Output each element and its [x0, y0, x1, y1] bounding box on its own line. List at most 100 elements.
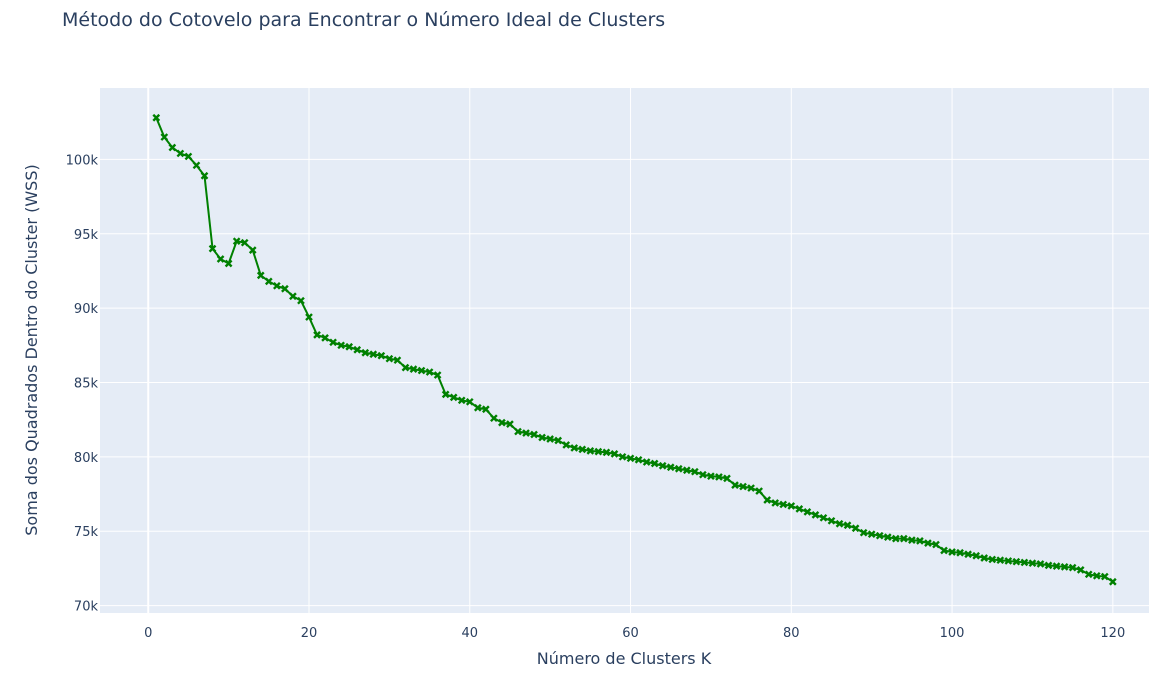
data-point[interactable] — [449, 393, 458, 402]
data-point[interactable] — [272, 281, 281, 290]
data-point[interactable] — [634, 455, 643, 464]
data-point[interactable] — [168, 143, 177, 152]
data-point[interactable] — [216, 255, 225, 263]
data-point[interactable] — [1060, 563, 1069, 571]
data-point[interactable] — [473, 403, 482, 412]
data-point[interactable] — [313, 331, 321, 339]
data-point[interactable] — [916, 537, 924, 545]
data-point[interactable] — [747, 484, 755, 492]
data-point[interactable] — [699, 470, 707, 479]
data-point[interactable] — [570, 444, 579, 452]
data-point[interactable] — [755, 487, 763, 495]
data-point[interactable] — [401, 363, 410, 372]
data-point[interactable] — [481, 405, 490, 414]
data-point[interactable] — [1052, 562, 1061, 571]
data-point[interactable] — [610, 450, 619, 458]
data-point[interactable] — [562, 441, 571, 449]
data-point[interactable] — [409, 365, 418, 373]
data-point[interactable] — [184, 152, 193, 161]
data-point[interactable] — [433, 371, 442, 379]
data-point[interactable] — [763, 496, 772, 504]
data-point[interactable] — [514, 427, 522, 436]
data-point[interactable] — [1100, 572, 1109, 581]
data-point[interactable] — [498, 418, 506, 427]
data-point[interactable] — [988, 555, 997, 564]
data-point[interactable] — [771, 499, 780, 507]
data-point[interactable] — [297, 296, 305, 305]
data-point[interactable] — [441, 390, 450, 399]
data-point[interactable] — [329, 338, 337, 347]
data-point[interactable] — [1004, 557, 1013, 565]
data-point[interactable] — [650, 459, 659, 468]
data-point[interactable] — [281, 284, 289, 293]
data-point[interactable] — [908, 536, 916, 544]
data-point[interactable] — [996, 556, 1005, 565]
data-point[interactable] — [1028, 559, 1037, 568]
data-point[interactable] — [972, 551, 981, 560]
data-point[interactable] — [425, 368, 434, 376]
data-point[interactable] — [835, 519, 844, 528]
data-point[interactable] — [353, 345, 362, 354]
data-point[interactable] — [264, 277, 273, 286]
data-point[interactable] — [176, 149, 185, 158]
data-point[interactable] — [731, 481, 739, 489]
data-point[interactable] — [594, 447, 603, 456]
data-point[interactable] — [289, 292, 297, 301]
data-point[interactable] — [361, 348, 370, 357]
data-point[interactable] — [490, 414, 498, 423]
data-point[interactable] — [859, 528, 868, 537]
data-point[interactable] — [578, 445, 587, 454]
data-point[interactable] — [305, 313, 313, 321]
data-point[interactable] — [369, 350, 378, 359]
data-point[interactable] — [1076, 566, 1085, 574]
data-point[interactable] — [208, 244, 217, 253]
data-point[interactable] — [883, 533, 892, 541]
data-point[interactable] — [787, 502, 796, 510]
data-point[interactable] — [666, 463, 675, 472]
data-point[interactable] — [803, 508, 812, 516]
data-point[interactable] — [819, 513, 828, 522]
data-point[interactable] — [224, 259, 233, 268]
data-point[interactable] — [240, 238, 249, 247]
data-point[interactable] — [851, 524, 860, 533]
data-point[interactable] — [586, 447, 595, 455]
data-point[interactable] — [160, 133, 169, 141]
data-point[interactable] — [739, 482, 747, 491]
data-point[interactable] — [417, 366, 426, 375]
data-point[interactable] — [690, 467, 699, 476]
data-point[interactable] — [682, 466, 691, 475]
data-point[interactable] — [956, 548, 964, 557]
data-point[interactable] — [843, 521, 852, 530]
data-point[interactable] — [980, 554, 989, 562]
data-point[interactable] — [932, 540, 940, 549]
data-point[interactable] — [827, 516, 836, 525]
data-point[interactable] — [192, 161, 201, 170]
data-point[interactable] — [1084, 570, 1093, 579]
data-point[interactable] — [1044, 561, 1053, 570]
data-point[interactable] — [385, 354, 394, 363]
data-point[interactable] — [1108, 577, 1117, 586]
data-point[interactable] — [321, 334, 329, 342]
data-point[interactable] — [707, 472, 715, 481]
data-point[interactable] — [248, 246, 257, 254]
data-point[interactable] — [530, 430, 538, 439]
data-point[interactable] — [626, 454, 635, 463]
data-point[interactable] — [393, 356, 402, 365]
data-point[interactable] — [457, 396, 466, 405]
data-point[interactable] — [232, 237, 241, 246]
data-point[interactable] — [940, 546, 948, 555]
data-point[interactable] — [924, 539, 932, 547]
data-point[interactable] — [522, 429, 530, 437]
data-point[interactable] — [795, 505, 804, 513]
data-point[interactable] — [546, 435, 554, 443]
data-point[interactable] — [506, 420, 514, 428]
data-point[interactable] — [345, 342, 354, 351]
data-point[interactable] — [200, 171, 209, 180]
data-point[interactable] — [867, 530, 876, 539]
data-point[interactable] — [811, 510, 820, 519]
data-point[interactable] — [618, 452, 627, 461]
data-point[interactable] — [875, 531, 884, 540]
data-point[interactable] — [337, 341, 345, 350]
data-point[interactable] — [1036, 560, 1045, 568]
data-point[interactable] — [674, 464, 683, 473]
